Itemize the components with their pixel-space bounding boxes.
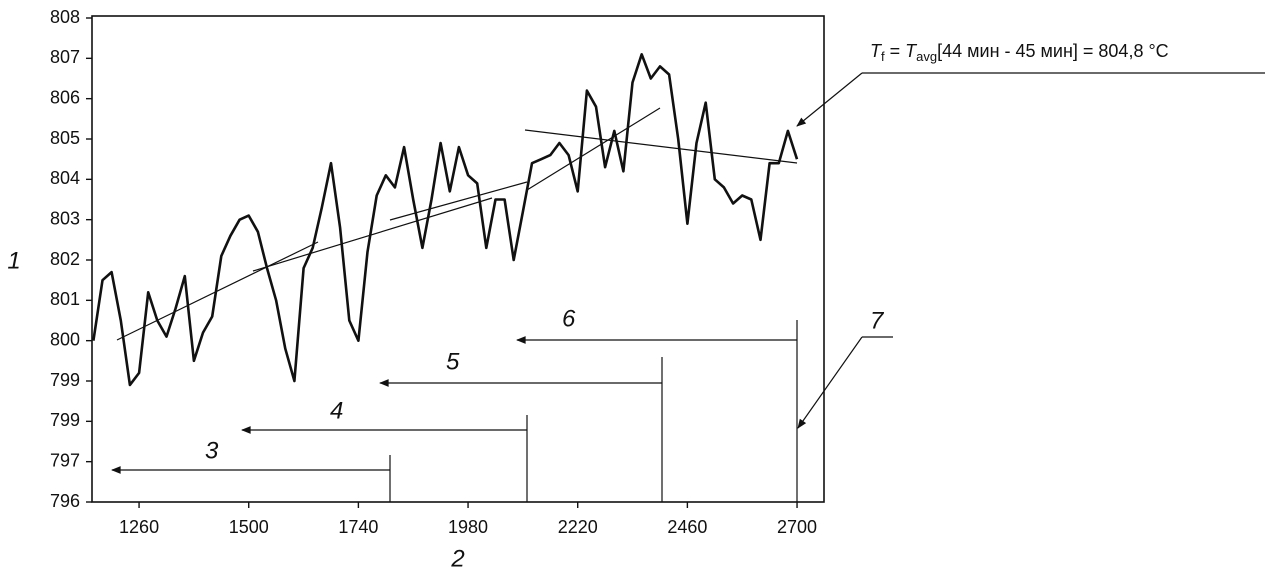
x-tick-label: 1500 [229,517,269,537]
y-tick-label: 801 [50,289,80,309]
y-tick-label: 800 [50,329,80,349]
y-tick-label: 806 [50,87,80,107]
y-tick-label: 805 [50,128,80,148]
annotation-part: T [870,41,883,61]
annotation-part: avg [916,49,937,64]
y-tick-label: 796 [50,491,80,511]
marker-label: 5 [446,348,460,375]
marker-label: 3 [205,437,219,464]
x-tick-label: 1260 [119,517,159,537]
x-axis-label: 2 [450,545,464,572]
data-line [92,53,799,387]
y-tick-label: 802 [50,249,80,269]
y-tick-label: 803 [50,208,80,228]
window-arrows [111,72,1265,502]
x-tick-label: 1740 [338,517,378,537]
y-tick-label: 804 [50,168,80,188]
y-tick-label: 808 [50,7,80,27]
x-tick-label: 2460 [667,517,707,537]
x-tick-label: 1980 [448,517,488,537]
annotation: Tf = Tavg[44 мин - 45 мин] = 804,8 °C [870,41,1169,65]
annotation-part: f [881,49,885,64]
y-axis-label: 1 [7,247,20,274]
marker-label: 4 [330,397,343,424]
plot-frame [91,15,825,503]
y-tick-label: 797 [50,450,80,470]
marker-label: 7 [870,307,885,334]
y-tick-label: 799 [50,370,80,390]
trend-lines [116,107,798,341]
marker-label: 6 [562,305,576,332]
annotation-part: [44 мин - 45 мин] = 804,8 °C [937,41,1169,61]
y-tick-label: 807 [50,47,80,67]
x-tick-label: 2220 [558,517,598,537]
annotation-part: = [885,41,906,61]
x-tick-label: 2700 [777,517,817,537]
y-tick-label: 799 [50,410,80,430]
annotation-part: T [905,41,918,61]
